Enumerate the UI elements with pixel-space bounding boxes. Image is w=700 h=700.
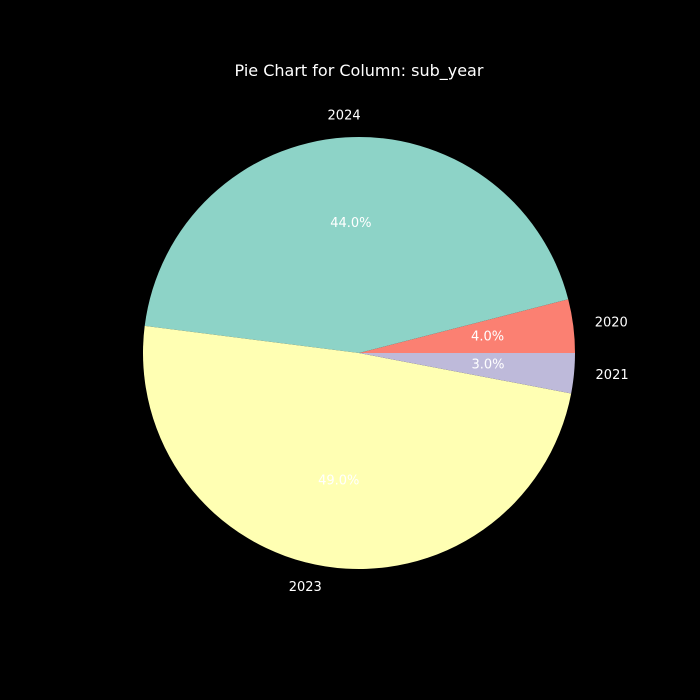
pie-slice-2024 <box>144 137 569 353</box>
slice-label-2023: 2023 <box>289 580 322 595</box>
slice-pct-label-2024: 44.0% <box>330 216 371 231</box>
slice-label-2020: 2020 <box>595 316 628 331</box>
slice-pct-label-2020: 4.0% <box>471 329 504 344</box>
slice-label-2021: 2021 <box>596 368 629 383</box>
slice-pct-label-2023: 49.0% <box>318 474 359 489</box>
pie-slices <box>142 137 575 570</box>
pie-slice-2020 <box>359 299 575 353</box>
slice-label-2024: 2024 <box>328 108 361 123</box>
pie-slice-2021 <box>359 353 575 394</box>
slice-pct-label-2021: 3.0% <box>472 358 505 373</box>
chart-title: Pie Chart for Column: sub_year <box>235 61 484 81</box>
pie-labels: 2020 4.0% 2024 44.0% 2023 49.0% 2021 3.0% <box>289 108 629 595</box>
pie-slice-2023 <box>142 325 572 570</box>
